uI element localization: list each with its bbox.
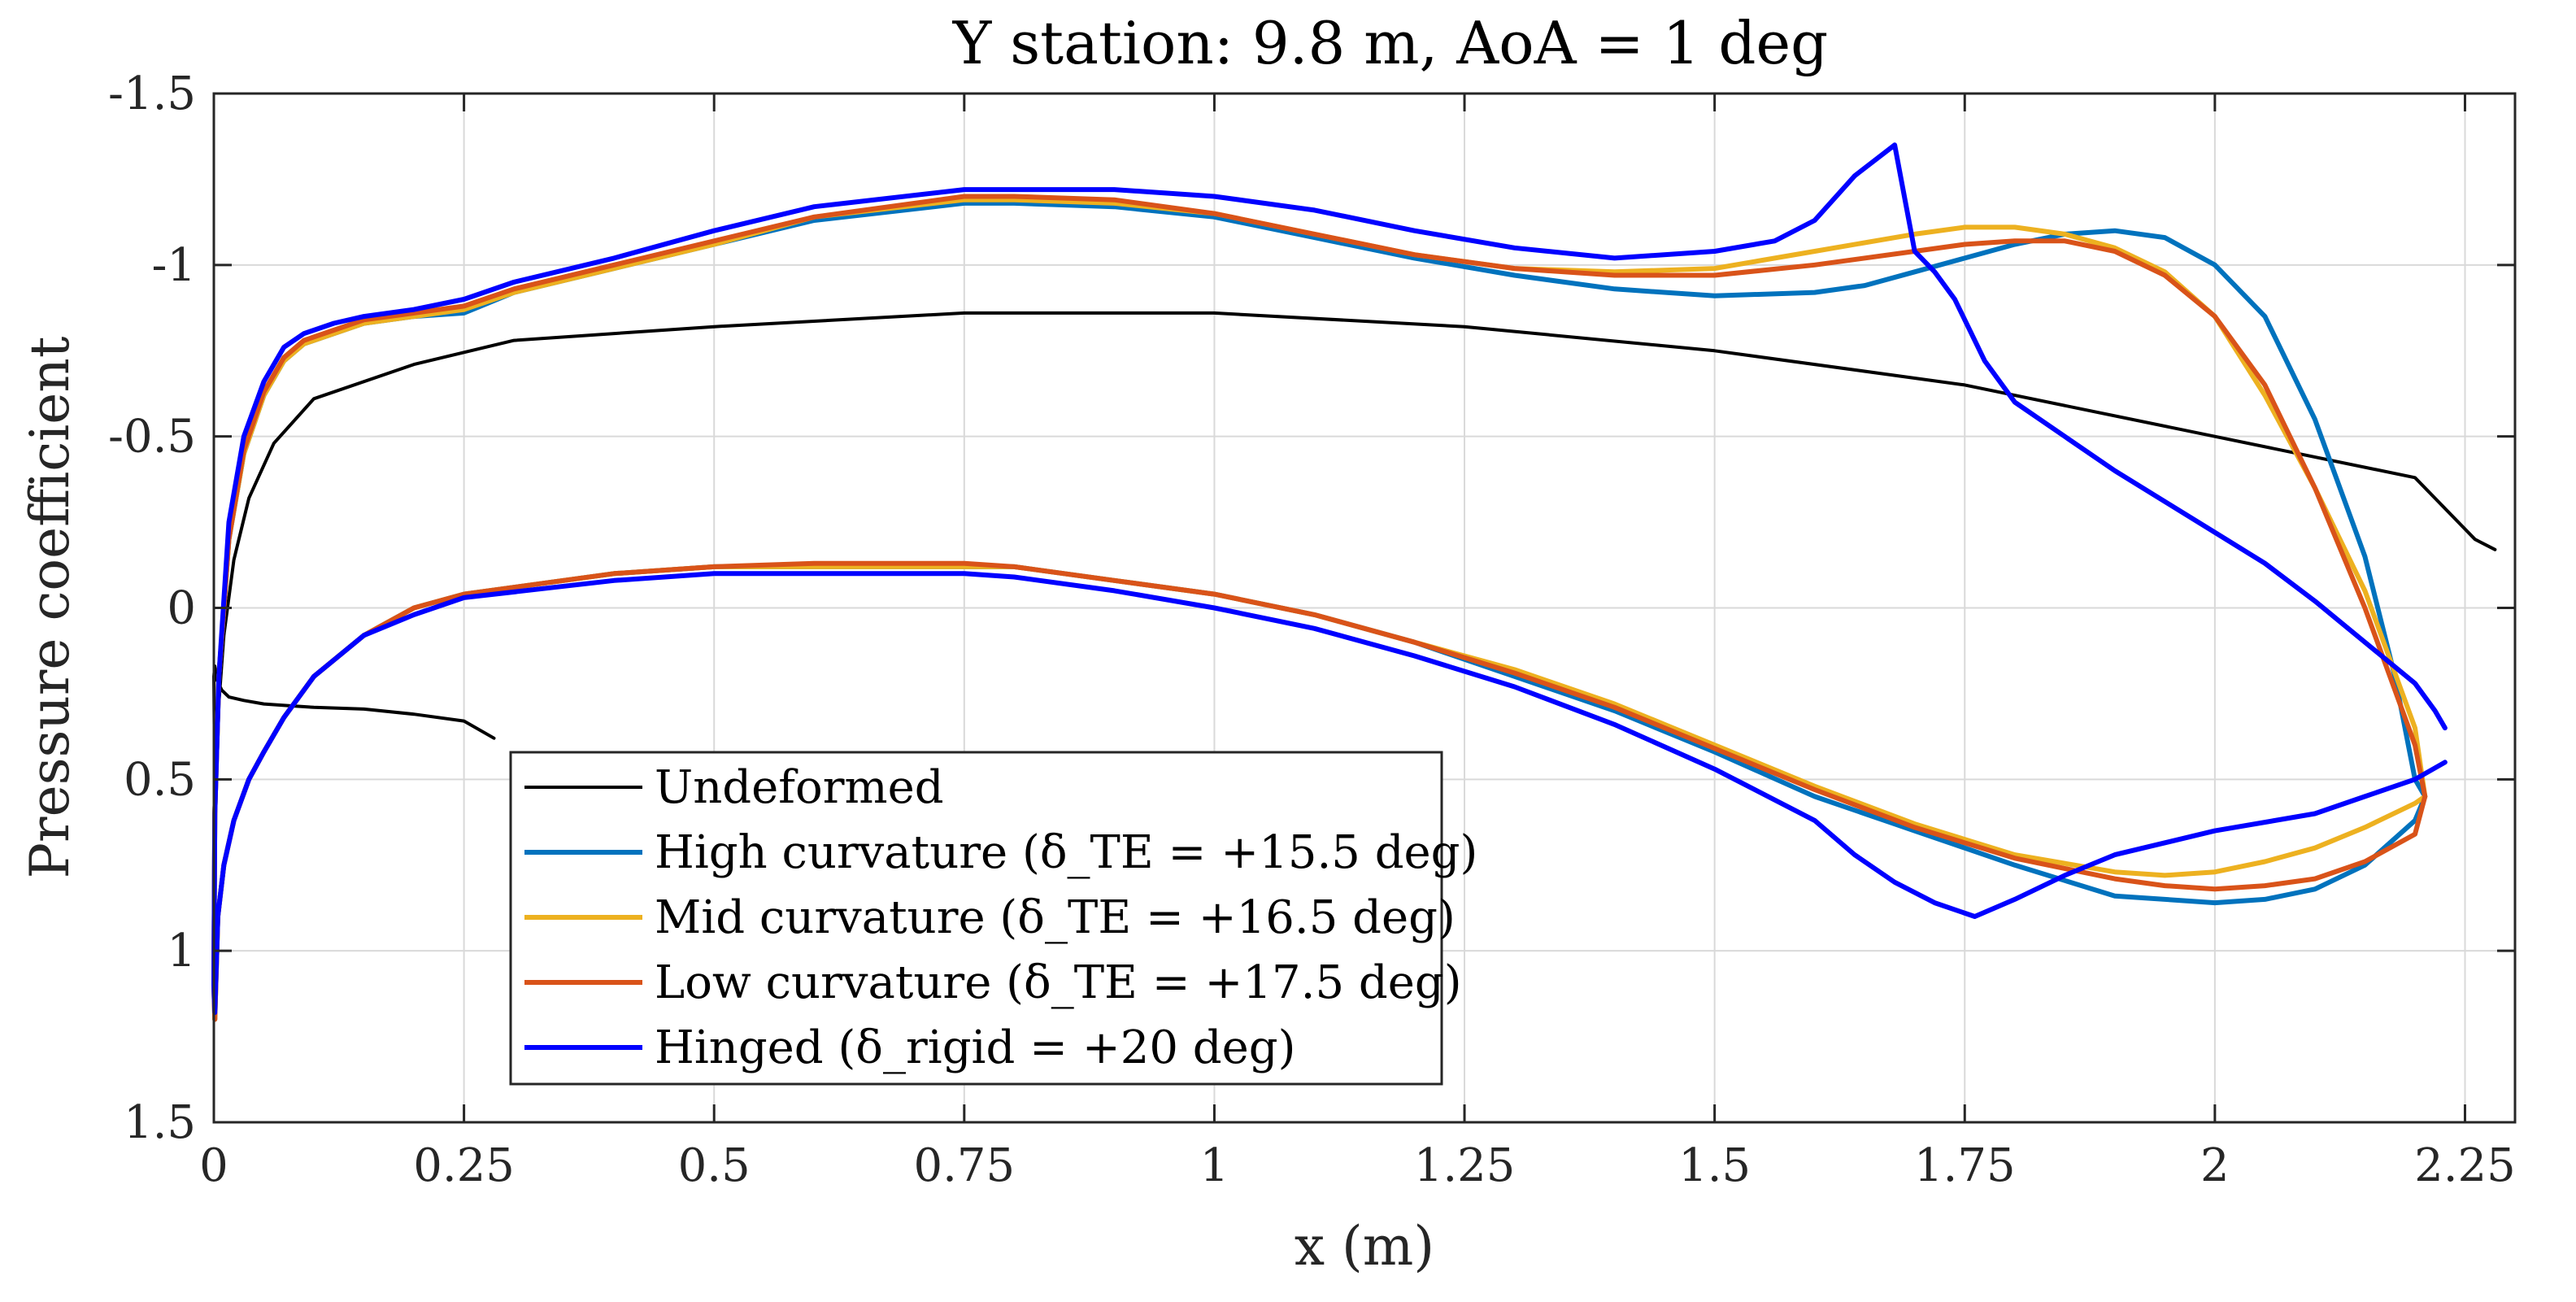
legend-label-low-curvature: Low curvature (δ_TE = +17.5 deg) bbox=[655, 956, 1462, 1009]
y-tick-label: 0.5 bbox=[124, 753, 196, 806]
legend-label-undeformed: Undeformed bbox=[655, 761, 944, 814]
y-axis-label: Pressure coefficient bbox=[19, 337, 81, 879]
x-tick-label: 0.5 bbox=[678, 1139, 751, 1192]
x-axis-label: x (m) bbox=[1295, 1215, 1434, 1278]
x-tick-label: 0.25 bbox=[413, 1139, 515, 1192]
x-axis-tick-labels: 0 0.25 0.5 0.75 1 1.25 1.5 1.75 2 2.25 bbox=[199, 1139, 2516, 1192]
legend-box bbox=[509, 751, 1443, 1086]
x-tick-label: 0.75 bbox=[913, 1139, 1015, 1192]
x-tick-label: 2.25 bbox=[2414, 1139, 2516, 1192]
series-line-hinged bbox=[211, 142, 2448, 1016]
y-tick-label: 1 bbox=[167, 925, 196, 978]
legend-label-high-curvature: High curvature (δ_TE = +15.5 deg) bbox=[655, 826, 1477, 879]
x-tick-label: 0 bbox=[199, 1139, 228, 1192]
y-tick-label: 0 bbox=[167, 582, 196, 635]
x-tick-label: 2 bbox=[2200, 1139, 2230, 1192]
x-tick-label: 1 bbox=[1200, 1139, 1229, 1192]
y-tick-label: 1.5 bbox=[124, 1096, 196, 1149]
axis-ticks bbox=[212, 92, 2515, 1124]
y-axis-tick-labels: -1.5 -1 -0.5 0 0.5 1 1.5 bbox=[108, 67, 196, 1149]
x-tick-label: 1.5 bbox=[1678, 1139, 1751, 1192]
series-lines bbox=[211, 142, 2497, 1022]
y-tick-label: -1.5 bbox=[108, 67, 196, 120]
chart-title: Y station: 9.8 m, AoA = 1 deg bbox=[952, 9, 1828, 77]
x-tick-label: 1.25 bbox=[1414, 1139, 1516, 1192]
legend: Undeformed High curvature (δ_TE = +15.5 d… bbox=[509, 751, 1477, 1086]
y-tick-label: -1 bbox=[151, 239, 196, 292]
y-tick-label: -0.5 bbox=[108, 411, 196, 464]
legend-label-hinged: Hinged (δ_rigid = +20 deg) bbox=[655, 1021, 1295, 1074]
x-tick-label: 1.75 bbox=[1914, 1139, 2016, 1192]
series-line-undeformed bbox=[212, 311, 2497, 799]
legend-label-mid-curvature: Mid curvature (δ_TE = +16.5 deg) bbox=[655, 891, 1456, 944]
